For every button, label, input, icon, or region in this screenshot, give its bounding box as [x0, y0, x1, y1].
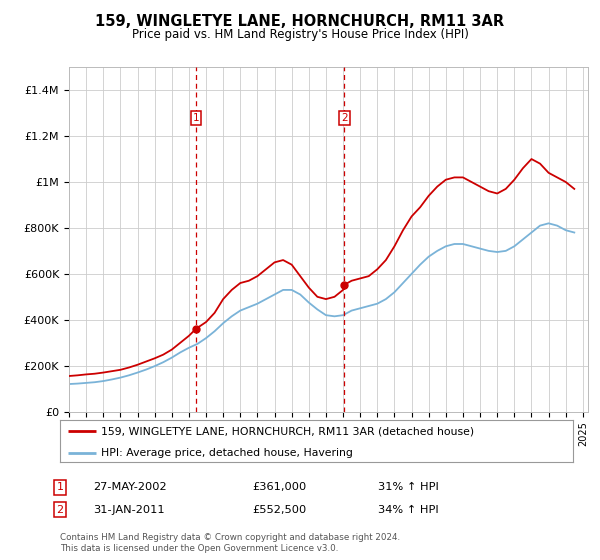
Text: £552,500: £552,500 [252, 505, 306, 515]
Text: 34% ↑ HPI: 34% ↑ HPI [378, 505, 439, 515]
Text: 31-JAN-2011: 31-JAN-2011 [93, 505, 164, 515]
Text: 31% ↑ HPI: 31% ↑ HPI [378, 482, 439, 492]
Text: Price paid vs. HM Land Registry's House Price Index (HPI): Price paid vs. HM Land Registry's House … [131, 28, 469, 41]
Text: Contains HM Land Registry data © Crown copyright and database right 2024.
This d: Contains HM Land Registry data © Crown c… [60, 533, 400, 553]
Text: HPI: Average price, detached house, Havering: HPI: Average price, detached house, Have… [101, 448, 353, 458]
Text: 159, WINGLETYE LANE, HORNCHURCH, RM11 3AR (detached house): 159, WINGLETYE LANE, HORNCHURCH, RM11 3A… [101, 426, 474, 436]
Text: 159, WINGLETYE LANE, HORNCHURCH, RM11 3AR: 159, WINGLETYE LANE, HORNCHURCH, RM11 3A… [95, 14, 505, 29]
Text: 27-MAY-2002: 27-MAY-2002 [93, 482, 167, 492]
Text: 1: 1 [56, 482, 64, 492]
Text: 1: 1 [193, 113, 199, 123]
Text: £361,000: £361,000 [252, 482, 306, 492]
Text: 2: 2 [341, 113, 348, 123]
Text: 2: 2 [56, 505, 64, 515]
